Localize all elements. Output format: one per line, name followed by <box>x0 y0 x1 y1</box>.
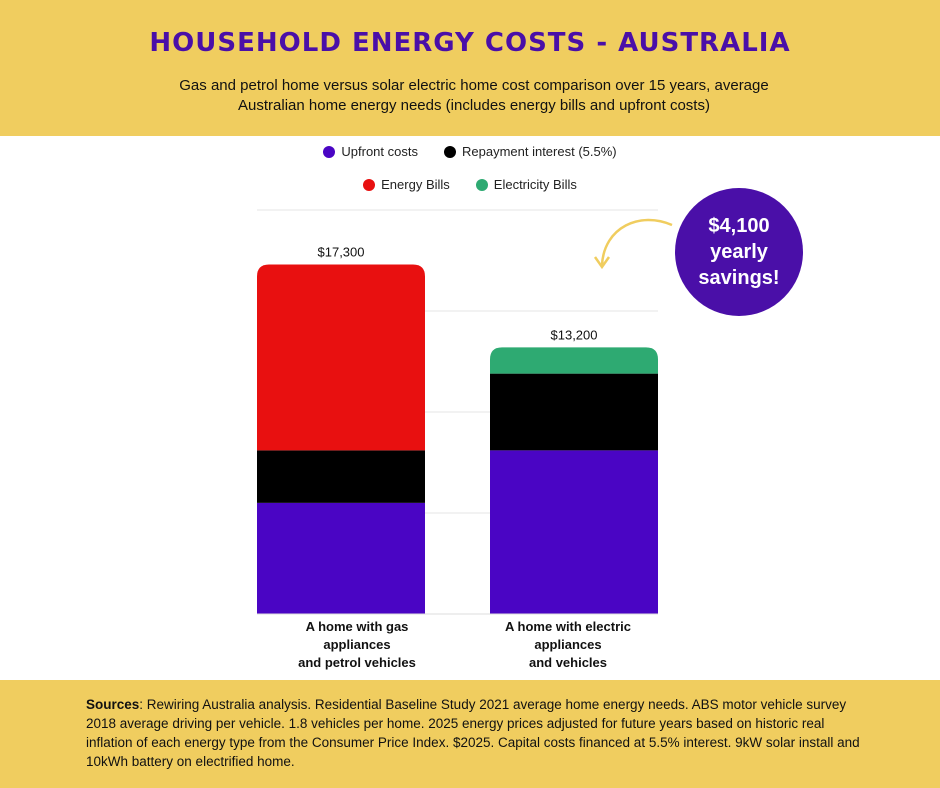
legend-row-1: Upfront costs Repayment interest (5.5%) <box>0 144 940 159</box>
legend-label-upfront: Upfront costs <box>341 144 418 159</box>
legend-swatch-energy <box>363 178 376 191</box>
total-label-0: $17,300 <box>318 245 365 260</box>
bar-segment-electricity-bills-1 <box>490 347 658 374</box>
legend-item-electricity-bills: Electricity Bills <box>475 177 577 192</box>
bar-segment-repayment-interest-5-5-0 <box>257 450 425 503</box>
legend-label-electricity: Electricity Bills <box>493 177 577 192</box>
legend-item-repayment-interest: Repayment interest (5.5%) <box>443 144 617 159</box>
bar-segment-energy-bills-0 <box>257 264 425 451</box>
legend-item-upfront-costs: Upfront costs <box>323 144 418 159</box>
bar-segment-upfront-costs-0 <box>257 502 425 614</box>
legend-item-energy-bills: Energy Bills <box>363 177 450 192</box>
legend-row-2: Energy Bills Electricity Bills <box>0 177 940 192</box>
legend-swatch-electricity <box>475 178 488 191</box>
sources-note: Sources: Rewiring Australia analysis. Re… <box>86 695 866 771</box>
total-label-1: $13,200 <box>551 327 598 342</box>
legend-swatch-upfront <box>323 145 336 158</box>
header-banner: Household energy costs - Australia Gas a… <box>0 0 940 136</box>
page-subtitle: Gas and petrol home versus solar electri… <box>179 77 769 114</box>
sources-label: Sources <box>86 697 140 712</box>
bar-segment-repayment-interest-5-5-1 <box>490 373 658 451</box>
sources-text: : Rewiring Australia analysis. Residenti… <box>86 697 860 769</box>
curved-arrow-icon <box>593 218 673 270</box>
footer-banner: Sources: Rewiring Australia analysis. Re… <box>0 680 940 788</box>
legend-label-interest: Repayment interest (5.5%) <box>461 144 617 159</box>
bar-segment-upfront-costs-1 <box>490 450 658 614</box>
x-label-electric-home: A home with electric appliances and vehi… <box>505 619 631 670</box>
page-title: Household energy costs - Australia <box>149 28 791 58</box>
legend-label-energy: Energy Bills <box>381 177 450 192</box>
x-label-gas-home: A home with gas appliances and petrol ve… <box>298 619 416 670</box>
legend-swatch-interest <box>443 145 456 158</box>
savings-badge: $4,100 yearly savings! <box>675 188 803 316</box>
